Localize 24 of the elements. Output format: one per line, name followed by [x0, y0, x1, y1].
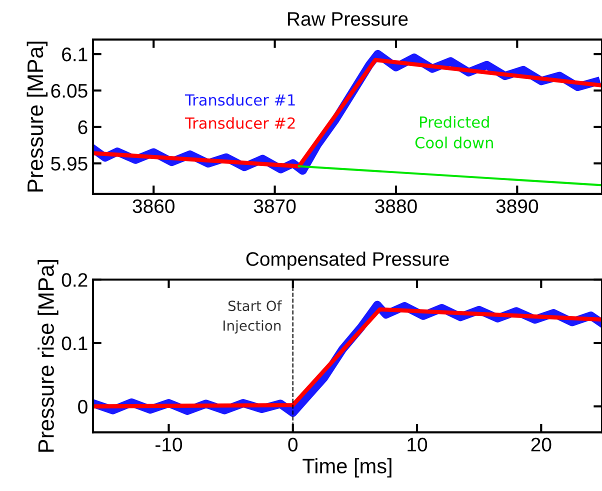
chart-title: Raw Pressure [288, 12, 408, 26]
y-axis-title: Pressure rise [MPa] [38, 260, 58, 452]
ref-line-label: Start Of Injection [224, 300, 282, 334]
chart-title: Compensated Pressure [246, 252, 449, 270]
x-axis-title: Time [ms] [302, 458, 392, 478]
x-tick-label: 0 [288, 438, 298, 452]
y-tick-label: 6.05 [51, 84, 88, 98]
y-tick-label: 0.1 [62, 336, 88, 350]
x-tick-label: 3880 [375, 199, 417, 214]
x-tick-label: 3890 [496, 199, 538, 214]
y-tick-label: 6 [78, 120, 88, 134]
y-tick-label: 0 [78, 400, 88, 414]
y-axis-title: Pressure [MPa] [26, 42, 48, 192]
series-label: Predicted Cool down [415, 116, 493, 148]
x-tick-label: 20 [531, 438, 552, 452]
x-tick-label: 3860 [132, 199, 174, 214]
y-tick-label: 0.2 [62, 273, 88, 287]
x-tick-label: 3870 [254, 199, 296, 214]
text: Transducer #1 [184, 94, 295, 106]
x-tick-label: 10 [408, 438, 428, 452]
x-tick-label: -10 [156, 438, 182, 452]
y-tick-label: 6.1 [62, 48, 88, 62]
series-label: Transducer #2 [184, 117, 295, 129]
y-tick-label: 5.95 [51, 156, 88, 171]
